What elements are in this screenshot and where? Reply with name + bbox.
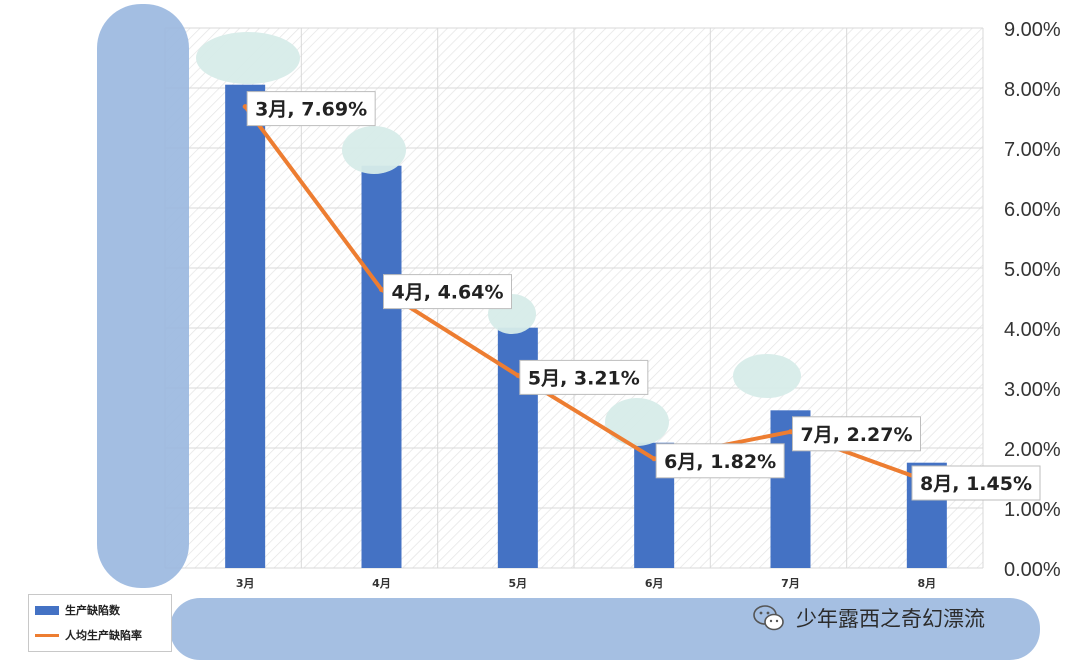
data-label-box [792, 416, 921, 452]
redaction-blob [196, 32, 300, 84]
x-tick-label: 7月 [781, 577, 800, 590]
y2-tick-label: 0.00% [1004, 559, 1061, 581]
watermark-text: 少年露西之奇幻漂流 [796, 607, 985, 631]
data-label: 5月, 3.21% [528, 367, 640, 389]
data-label: 7月, 2.27% [801, 424, 913, 446]
data-label: 6月, 1.82% [664, 451, 776, 473]
data-label-box [246, 91, 376, 127]
line-point [515, 372, 521, 378]
bar [225, 84, 266, 568]
legend-bar-label: 生产缺陷数 [65, 604, 120, 617]
line-point [651, 456, 657, 462]
data-label: 3月, 7.69% [255, 99, 367, 121]
y2-tick-label: 8.00% [1004, 79, 1061, 101]
y2-axis-ticks: 0.00% 1.00% 2.00% 3.00% 4.00% 5.00% 6.00% 7.00%… [1004, 19, 1061, 581]
data-label: 4月, 4.64% [392, 282, 504, 304]
legend-line-label: 人均生产缺陷率 [65, 629, 142, 642]
x-axis-ticks: 3月 4月 5月 6月 7月 8月 [236, 577, 936, 590]
redaction-blob [605, 398, 669, 446]
x-tick-label: 8月 [918, 577, 937, 590]
data-label-box [911, 465, 1041, 501]
y2-tick-label: 4.00% [1004, 319, 1061, 341]
y2-tick-label: 5.00% [1004, 259, 1061, 281]
data-label: 8月, 1.45% [920, 473, 1032, 495]
legend: 生产缺陷数 人均生产缺陷率 [28, 594, 172, 652]
line-point [788, 429, 793, 435]
y2-tick-label: 6.00% [1004, 199, 1061, 221]
redaction-blob [342, 126, 406, 174]
data-label-box [519, 359, 649, 395]
redaction-left [97, 4, 189, 588]
watermark: 少年露西之奇幻漂流 [752, 600, 985, 636]
y2-tick-label: 2.00% [1004, 439, 1061, 461]
wechat-icon [753, 605, 784, 631]
redaction-marks [97, 4, 1040, 660]
legend-bar-swatch [35, 605, 59, 615]
y2-tick-label: 7.00% [1004, 139, 1061, 161]
data-label-box [655, 443, 785, 479]
redaction-bottom [170, 598, 1040, 660]
y2-tick-label: 1.00% [1004, 499, 1061, 521]
legend-item-line: 人均生产缺陷率 [35, 627, 142, 643]
y2-tick-label: 9.00% [1004, 19, 1061, 41]
x-tick-label: 6月 [645, 577, 664, 590]
line-point [242, 104, 248, 110]
data-label-box [383, 274, 512, 310]
x-tick-label: 4月 [372, 577, 391, 590]
y2-tick-label: 3.00% [1004, 379, 1061, 401]
bar [361, 165, 402, 568]
x-tick-label: 5月 [509, 577, 528, 590]
line-point [379, 287, 384, 293]
data-labels: 3月, 7.69% 4月, 4.64% 5月, 3.21% 6月, 1.82% 7月, … [246, 91, 1041, 501]
redaction-blob [733, 354, 801, 398]
legend-line-swatch [35, 633, 59, 637]
legend-item-bar: 生产缺陷数 [35, 602, 120, 618]
x-tick-label: 3月 [236, 577, 255, 590]
